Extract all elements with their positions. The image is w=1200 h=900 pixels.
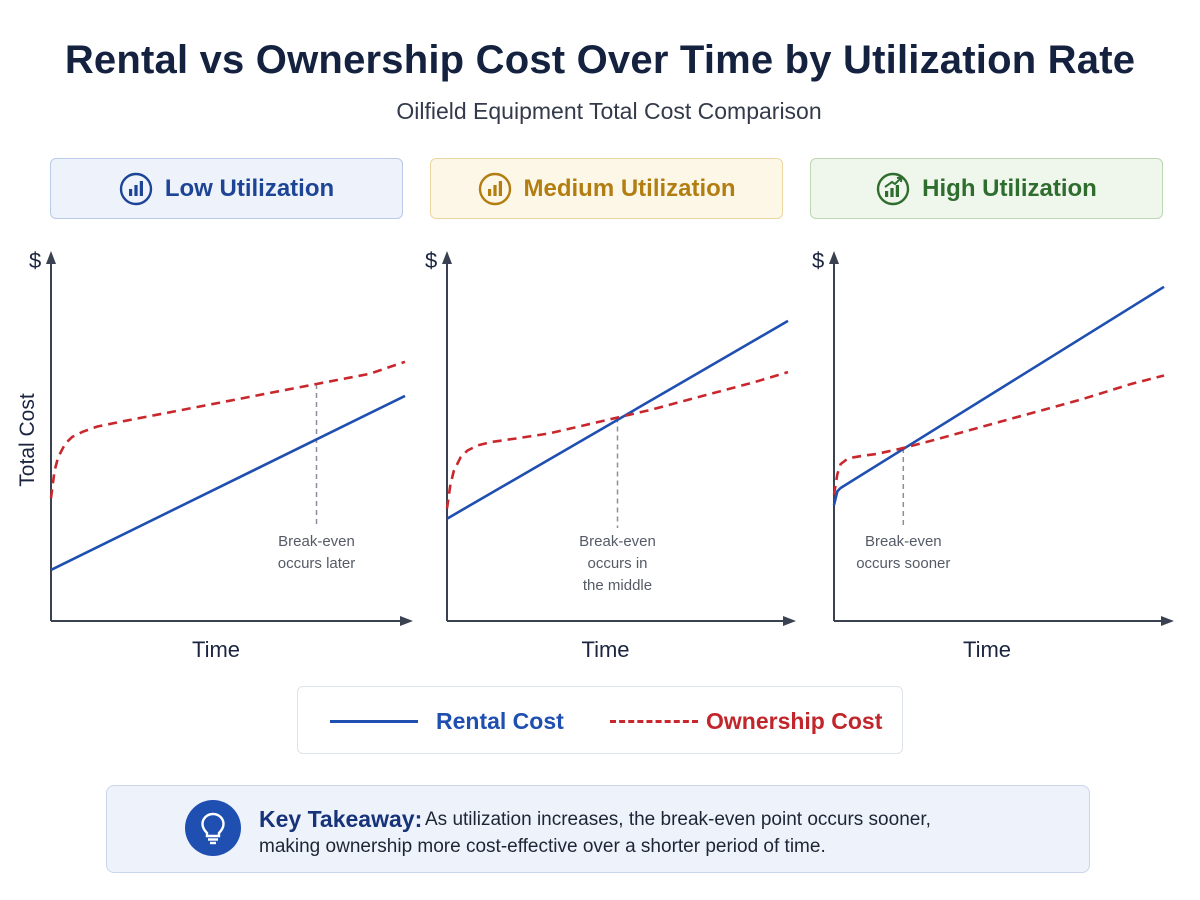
x-axis-label: Time [581, 637, 629, 662]
legend: Rental Cost Ownership Cost [297, 686, 903, 754]
low-utilization-label: Low Utilization [164, 174, 335, 202]
y-axis-arrow [46, 251, 56, 264]
page-title: Rental vs Ownership Cost Over Time by Ut… [64, 38, 1136, 82]
break-even-annotation-line: Break-even [278, 533, 355, 550]
chart-panel-2: $ Time Break-even occurs in the middle [425, 248, 796, 662]
medium-utilization-label: Medium Utilization [523, 174, 736, 202]
break-even-annotation-line: the middle [583, 577, 652, 594]
chart-panel-1: $ Time Total Cost Break-even occurs later [16, 248, 413, 662]
y-unit-label: $ [29, 248, 41, 273]
break-even-annotation-line: occurs sooner [856, 555, 950, 572]
rental-cost-line [446, 319, 789, 520]
legend-ownership-label: Ownership Cost [706, 708, 883, 734]
takeaway-text-line1: As utilization increases, the break-even… [425, 809, 931, 830]
x-axis-label: Time [963, 637, 1011, 662]
y-axis-arrow [442, 251, 452, 264]
x-axis-arrow [400, 616, 413, 626]
y-axis-label: Total Cost [16, 393, 39, 487]
break-even-annotation-line: occurs later [278, 555, 356, 572]
bar-chart-growth-icon [876, 172, 910, 205]
ownership-cost-line [832, 374, 1165, 496]
y-axis-arrow [829, 251, 839, 264]
x-axis-label: Time [192, 637, 240, 662]
key-takeaway-box: Key Takeaway: As utilization increases, … [106, 785, 1090, 873]
lightbulb-icon [185, 800, 241, 856]
break-even-annotation-line: Break-even [579, 533, 656, 550]
low-utilization-header: Low Utilization [50, 158, 403, 219]
page-subtitle: Oilfield Equipment Total Cost Comparison [396, 98, 822, 124]
bar-chart-icon [478, 172, 511, 205]
takeaway-text-line2: making ownership more cost-effective ove… [259, 836, 826, 857]
legend-rental-swatch [330, 720, 418, 723]
legend-ownership-swatch [610, 720, 698, 723]
high-utilization-label: High Utilization [922, 174, 1097, 202]
takeaway-heading: Key Takeaway: [259, 806, 423, 832]
rental-cost-line [50, 394, 406, 572]
y-unit-label: $ [812, 248, 824, 273]
legend-rental-label: Rental Cost [436, 708, 564, 734]
chart-panel-3: $ Time Break-even occurs sooner [812, 248, 1174, 662]
x-axis-arrow [1161, 616, 1174, 626]
high-utilization-header: High Utilization [810, 158, 1163, 219]
y-unit-label: $ [425, 248, 437, 273]
medium-utilization-header: Medium Utilization [430, 158, 783, 219]
break-even-annotation-line: Break-even [865, 533, 942, 550]
bar-chart-icon [119, 172, 153, 205]
rental-cost-line [832, 285, 1165, 506]
x-axis-arrow [783, 616, 796, 626]
ownership-cost-line [49, 360, 406, 499]
break-even-annotation-line: occurs in [587, 555, 647, 572]
